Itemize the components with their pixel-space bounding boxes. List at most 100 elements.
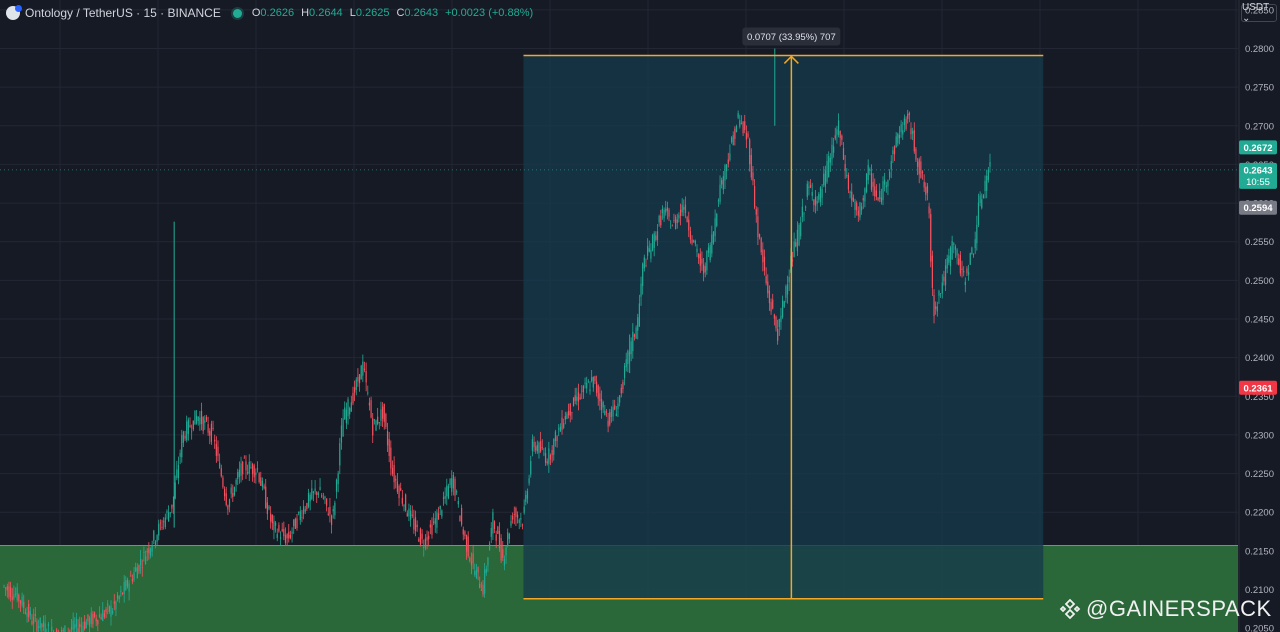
candle-body — [115, 601, 117, 610]
candle-body — [182, 431, 185, 443]
candle-body — [414, 517, 417, 532]
candle-body — [816, 200, 818, 204]
high-label: H — [301, 7, 310, 19]
candle-body — [100, 617, 102, 620]
candle-body — [465, 535, 468, 552]
candle-body — [535, 446, 537, 451]
candle-body — [549, 454, 552, 460]
candle-body — [275, 522, 277, 526]
candle-body — [136, 567, 138, 579]
candle-body — [979, 195, 981, 204]
candle-body — [266, 502, 268, 514]
candle-body — [923, 181, 925, 188]
candle-body — [518, 519, 520, 523]
candle-body — [381, 406, 384, 419]
candle-body — [217, 446, 219, 456]
candle-body — [679, 209, 682, 217]
candle-body — [918, 159, 920, 175]
candle-body — [293, 519, 295, 527]
candle-body — [622, 382, 624, 390]
candle-body — [551, 449, 553, 456]
candle-body — [419, 528, 422, 545]
candle-body — [745, 132, 747, 140]
candle-body — [434, 518, 436, 525]
candle-body — [433, 521, 435, 523]
candle-body — [306, 503, 308, 509]
candle-body — [472, 553, 474, 563]
candle-body — [678, 215, 680, 219]
candle-body — [926, 185, 929, 193]
currency-select-button[interactable]: USDT ⌄ — [1241, 2, 1277, 24]
candle-body — [480, 590, 482, 592]
candle-body — [589, 389, 591, 392]
candle-body — [961, 268, 963, 271]
candle-body — [758, 234, 761, 238]
candle-body — [632, 331, 634, 352]
candle-body — [177, 465, 180, 478]
candle-body — [441, 510, 443, 517]
candle-body — [783, 301, 785, 307]
candle-body — [271, 515, 273, 524]
candle-body — [637, 317, 639, 331]
candle-body — [665, 208, 667, 213]
candle-body — [887, 180, 889, 187]
candle-body — [977, 202, 980, 225]
candle-body — [110, 605, 112, 617]
candle-body — [688, 219, 690, 231]
symbol-title[interactable]: Ontology / TetherUS · 15 · BINANCE — [25, 6, 221, 20]
candle-body — [805, 206, 807, 208]
candle-body — [256, 468, 259, 470]
candle-body — [943, 276, 945, 282]
candle-body — [307, 492, 310, 507]
candle-body — [903, 118, 906, 125]
candle-body — [459, 515, 461, 522]
candle-body — [133, 572, 135, 580]
price-axis-tick-label: 0.2400 — [1245, 353, 1274, 364]
candle-body — [317, 493, 320, 495]
candle-body — [877, 197, 879, 201]
candle-body — [916, 161, 919, 167]
candle-body — [61, 629, 63, 632]
candle-body — [230, 487, 232, 494]
candle-body — [26, 613, 28, 617]
candle-body — [423, 546, 425, 548]
candle-body — [199, 417, 201, 425]
candle-body — [762, 249, 764, 263]
candle-body — [36, 621, 38, 632]
candle-body — [884, 179, 886, 185]
candle-body — [508, 533, 510, 540]
candle-body — [800, 222, 802, 237]
candle-body — [105, 609, 107, 613]
candle-body — [261, 480, 264, 487]
candle-body — [653, 233, 655, 248]
candle-body — [23, 601, 25, 608]
candle-body — [935, 306, 937, 309]
candle-body — [92, 614, 94, 625]
low-label: L — [349, 7, 356, 19]
candle-body — [227, 505, 229, 510]
candle-body — [559, 426, 561, 432]
candle-body — [345, 409, 347, 424]
candle-body — [684, 204, 687, 213]
candle-body — [11, 596, 13, 600]
candle-body — [701, 258, 703, 264]
candle-body — [62, 630, 64, 632]
price-axis-tick-label: 0.2800 — [1245, 44, 1274, 55]
candle-body — [219, 462, 221, 468]
candle-body — [964, 281, 966, 286]
candle-body — [670, 227, 672, 229]
candle-body — [396, 481, 399, 492]
candle-body — [526, 491, 529, 499]
candle-body — [464, 531, 466, 537]
price-axis-tick-label: 0.2850 — [1245, 5, 1274, 16]
price-label-text: 0.2361 — [1243, 383, 1273, 394]
candle-body — [940, 293, 942, 295]
candle-body — [383, 403, 385, 422]
candle-body — [107, 603, 109, 606]
candle-body — [801, 206, 803, 218]
watermark-text: @GAINERSPACK — [1086, 596, 1272, 621]
ohlc-values: O0.2626 H0.2644 L0.2625 C0.2643 +0.0023 … — [252, 7, 533, 19]
candle-body — [870, 173, 873, 190]
